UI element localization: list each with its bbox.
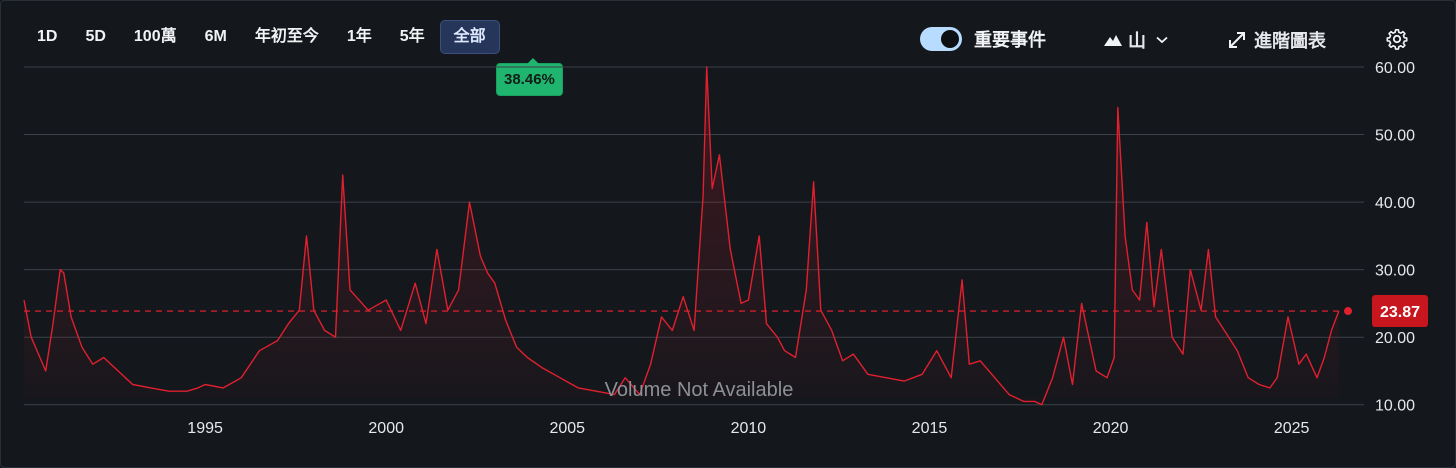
last-point-dot xyxy=(1344,307,1352,316)
last-value-label: 23.87 xyxy=(1380,304,1420,321)
y-tick-label: 60.00 xyxy=(1375,60,1415,77)
range-5y-button[interactable]: 5年 xyxy=(399,28,425,45)
range-5d-button[interactable]: 5D xyxy=(85,28,106,45)
y-tick-label: 30.00 xyxy=(1375,263,1415,280)
range-100m-button[interactable]: 100萬 xyxy=(133,28,177,45)
last-value-badge xyxy=(1372,295,1428,328)
chart-style-label: 山 xyxy=(1128,31,1146,51)
range-all-button[interactable]: 全部 xyxy=(439,20,500,54)
volume-note: Volume Not Available xyxy=(605,379,794,401)
series-area xyxy=(24,67,1339,405)
x-tick-label: 1995 xyxy=(187,420,223,437)
x-tick-label: 2020 xyxy=(1093,420,1129,437)
range-selector: 1D 5D 100萬 6M 年初至今 1年 5年 全部 xyxy=(24,20,502,54)
settings-button[interactable] xyxy=(1386,28,1408,55)
x-tick-label: 2025 xyxy=(1274,420,1310,437)
mountain-icon xyxy=(1104,35,1122,46)
y-tick-label: 10.00 xyxy=(1375,398,1415,415)
events-label: 重要事件 xyxy=(974,30,1046,50)
chevron-down-icon xyxy=(1156,36,1168,44)
events-toggle[interactable]: 重要事件 xyxy=(920,26,1046,52)
chart-toolbar: 重要事件 山 進階圖表 xyxy=(0,20,1456,56)
advanced-chart-button[interactable]: 進階圖表 xyxy=(1228,27,1326,53)
series-line xyxy=(23,66,1340,406)
x-tick-label: 2000 xyxy=(368,420,404,437)
x-tick-label: 2010 xyxy=(731,420,767,437)
y-tick-label: 50.00 xyxy=(1375,128,1415,145)
y-tick-label: 20.00 xyxy=(1375,330,1415,347)
y-tick-label: 40.00 xyxy=(1375,195,1415,212)
x-tick-label: 2005 xyxy=(549,420,585,437)
switch-knob xyxy=(941,30,959,48)
gear-icon xyxy=(1386,29,1408,50)
chart-style-dropdown[interactable]: 山 xyxy=(1104,27,1174,53)
range-6m-button[interactable]: 6M xyxy=(204,28,227,45)
x-tick-label: 2015 xyxy=(912,420,948,437)
change-badge: 38.46% xyxy=(496,58,563,96)
range-ytd-button[interactable]: 年初至今 xyxy=(254,28,319,45)
events-switch[interactable] xyxy=(920,27,962,51)
range-1d-button[interactable]: 1D xyxy=(37,28,58,45)
expand-icon xyxy=(1229,32,1245,48)
advanced-chart-label: 進階圖表 xyxy=(1254,31,1326,51)
range-1y-button[interactable]: 1年 xyxy=(346,28,372,45)
